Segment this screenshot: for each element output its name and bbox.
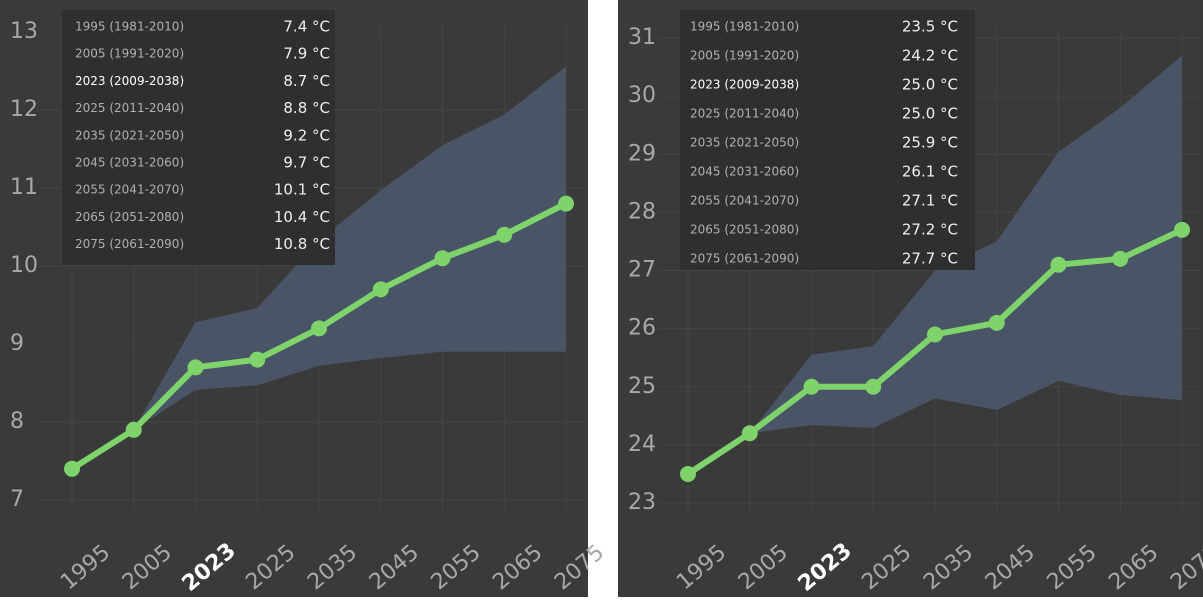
point [434,250,451,267]
point [1112,250,1129,267]
point [803,378,820,395]
legend-value: 25.0 °C [902,105,958,123]
range-band [133,66,566,430]
range-band [749,55,1182,434]
legend-period: 2045 (2031-2060) [75,156,184,170]
legend-value: 26.1 °C [902,163,958,181]
point [496,226,513,243]
y-tick-label: 26 [628,316,656,341]
y-tick-label: 23 [628,490,656,515]
legend-value: 7.4 °C [283,18,330,36]
legend-value: 27.7 °C [902,250,958,268]
legend-box [680,10,975,270]
y-tick-label: 28 [628,199,656,224]
legend-value: 10.8 °C [274,235,330,253]
point [927,326,943,343]
y-tick-label: 30 [628,83,656,108]
legend-value: 9.2 °C [283,126,330,144]
point [741,425,758,442]
legend-value: 7.9 °C [283,45,330,63]
y-tick-label: 27 [628,258,656,283]
legend-period: 2065 (2051-2080) [75,210,184,224]
legend-value: 10.4 °C [274,208,330,226]
legend-period: 2023 (2009-2038) [75,74,184,88]
point [249,351,266,368]
point [1050,256,1067,273]
point [64,460,80,477]
legend-value: 8.7 °C [283,72,330,90]
legend-value: 23.5 °C [902,18,958,36]
legend-value: 9.7 °C [283,154,330,172]
y-tick-label: 7 [10,487,24,512]
y-tick-label: 8 [10,409,24,434]
y-tick-label: 25 [628,374,656,399]
legend-period: 1995 (1981-2010) [75,20,184,34]
point [680,465,696,482]
legend-value: 10.1 °C [274,181,330,199]
legend-period: 2075 (2061-2090) [75,237,184,251]
y-tick-label: 12 [10,97,38,122]
point [988,314,1005,331]
legend-value: 25.9 °C [902,134,958,152]
legend-value: 25.0 °C [902,76,958,94]
y-tick-label: 13 [10,19,38,44]
legend-period: 2023 (2009-2038) [690,78,799,92]
y-tick-label: 31 [628,25,656,50]
legend-period: 2035 (2021-2050) [75,128,184,142]
legend-box [62,10,335,265]
point [558,195,574,212]
legend-value: 24.2 °C [902,47,958,65]
legend-value: 8.8 °C [283,99,330,117]
y-tick-label: 24 [628,432,656,457]
legend-period: 2065 (2051-2080) [690,223,799,237]
legend-period: 2045 (2031-2060) [690,165,799,179]
y-tick-label: 9 [10,331,24,356]
legend-period: 2005 (1991-2020) [75,47,184,61]
legend-period: 1995 (1981-2010) [690,20,799,34]
legend-period: 2025 (2011-2040) [690,107,799,121]
legend-value: 27.2 °C [902,221,958,239]
legend-value: 27.1 °C [902,192,958,210]
point [1174,221,1190,238]
legend-period: 2025 (2011-2040) [75,101,184,115]
point [865,378,882,395]
y-tick-label: 11 [10,175,38,200]
y-tick-label: 29 [628,141,656,166]
y-tick-label: 10 [10,253,38,278]
legend-period: 2055 (2041-2070) [75,183,184,197]
legend-period: 2075 (2061-2090) [690,252,799,266]
legend-period: 2055 (2041-2070) [690,194,799,208]
point [187,359,204,376]
point [125,421,142,438]
point [311,320,327,337]
legend-period: 2035 (2021-2050) [690,136,799,150]
legend-period: 2005 (1991-2020) [690,49,799,63]
point [372,281,389,298]
